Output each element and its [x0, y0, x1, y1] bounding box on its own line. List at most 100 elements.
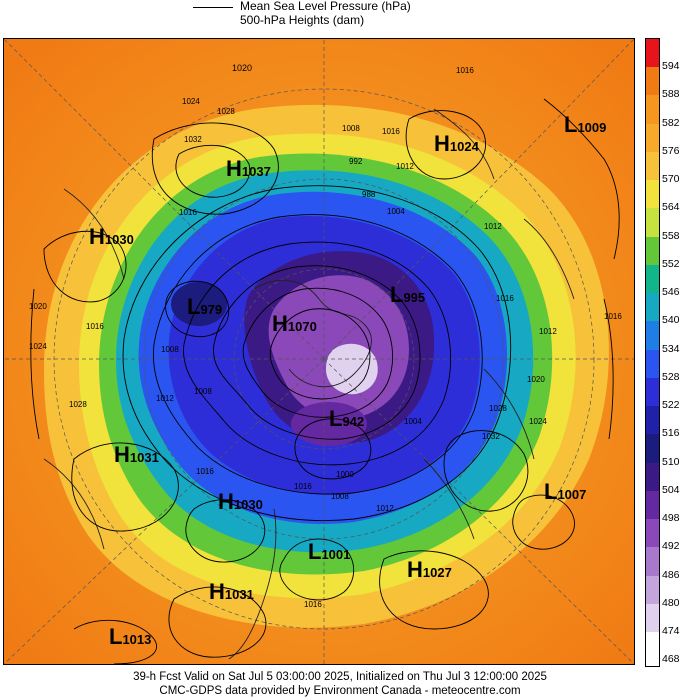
- isobar-label: 1016: [179, 208, 197, 217]
- colorbar-swatch: [646, 490, 659, 520]
- isobar-label: 1024: [529, 417, 547, 426]
- colorbar-tick-label: 588: [662, 88, 680, 101]
- isobar-lines: [30, 98, 620, 664]
- colorbar-swatch: [646, 632, 659, 661]
- isobar-label: 1032: [482, 432, 500, 441]
- colorbar-tick-label: 546: [662, 286, 680, 299]
- colorbar-tick-label: 492: [662, 540, 680, 553]
- isobar-label: 1008: [331, 492, 349, 501]
- isobar-label: 1004: [387, 207, 405, 216]
- high-center: H1031: [114, 442, 159, 467]
- isobar-legend-line: [193, 7, 233, 8]
- low-center: L1001: [308, 539, 351, 564]
- colorbar-swatch: [646, 519, 659, 548]
- legend-mslp-label: Mean Sea Level Pressure (hPa): [240, 0, 411, 13]
- colorbar-tick-label: 540: [662, 314, 680, 327]
- colorbar-swatch: [646, 95, 659, 125]
- colorbar-swatch: [646, 67, 659, 96]
- isobar-label: 1016: [382, 127, 400, 136]
- colorbar-swatch: [646, 39, 659, 68]
- isobar-label: 988: [362, 190, 376, 199]
- height-field-low-2: [291, 402, 367, 446]
- height-field-474: [326, 343, 378, 395]
- isobar-label: 1016: [456, 66, 474, 75]
- isobar-label: 1016: [86, 322, 104, 331]
- isobar-label: 1028: [69, 400, 87, 409]
- height-colorbar: [645, 38, 660, 667]
- colorbar-tick-label: 564: [662, 201, 680, 214]
- low-center: L1007: [544, 479, 587, 504]
- colorbar-swatch: [646, 321, 659, 351]
- low-center: L995: [390, 282, 426, 307]
- colorbar-tick-label: 594: [662, 60, 680, 73]
- high-center: H1027: [407, 557, 452, 582]
- colorbar-swatch: [646, 406, 659, 435]
- high-center: H1037: [226, 156, 271, 181]
- colorbar-tick-label: 582: [662, 116, 680, 129]
- isobar-label: 1000: [336, 470, 354, 479]
- isobar-label: 1020: [232, 63, 252, 73]
- forecast-valid-line: 39-h Fcst Valid on Sat Jul 5 03:00:00 20…: [133, 671, 547, 683]
- data-credit-line: CMC-GDPS data provided by Environment Ca…: [159, 685, 521, 697]
- isobar-label: 1016: [604, 312, 622, 321]
- colorbar-tick-label: 498: [662, 512, 680, 525]
- isobar-label: 1028: [489, 404, 507, 413]
- high-center: H1030: [218, 489, 263, 514]
- colorbar-swatch: [646, 208, 659, 238]
- colorbar-swatch: [646, 180, 659, 209]
- isobar-label: 1020: [29, 302, 47, 311]
- colorbar-tick-label: 528: [662, 370, 680, 383]
- graticule: [4, 39, 634, 664]
- high-center: H1070: [272, 311, 317, 336]
- high-center: H1030: [89, 224, 134, 249]
- colorbar-swatch: [646, 293, 659, 322]
- colorbar-swatch: [646, 123, 659, 153]
- colorbar-swatch: [646, 462, 659, 492]
- colorbar-tick-label: 486: [662, 568, 680, 581]
- isobar-label: 992: [349, 157, 363, 166]
- map-canvas: 1020 1024 1028 1032 1016 1008 1016 1012 …: [4, 39, 634, 664]
- isobar-label: 1012: [376, 504, 394, 513]
- colorbar-swatch: [646, 349, 659, 379]
- colorbar-tick-label: 510: [662, 455, 680, 468]
- low-center: L1009: [564, 112, 607, 137]
- isobar-label: 1024: [182, 97, 200, 106]
- high-center: H1024: [434, 131, 479, 156]
- isobar-label: 1016: [496, 294, 514, 303]
- isobar-label: 1004: [404, 417, 422, 426]
- isobar-label: 1032: [184, 135, 202, 144]
- low-center: L1013: [109, 624, 152, 649]
- isobar-label: 1012: [484, 222, 502, 231]
- colorbar-tick-label: 474: [662, 625, 680, 638]
- colorbar-swatch: [646, 264, 659, 294]
- isobar-label: 1012: [396, 162, 414, 171]
- isobar-label: 1012: [156, 394, 174, 403]
- colorbar-swatch: [646, 603, 659, 633]
- colorbar-swatch: [646, 434, 659, 464]
- colorbar-tick-label: 570: [662, 173, 680, 186]
- colorbar-swatch: [646, 151, 659, 181]
- colorbar-tick-label: 468: [662, 653, 680, 666]
- colorbar-swatch: [646, 575, 659, 605]
- colorbar-tick-label: 576: [662, 144, 680, 157]
- isobar-label: 1012: [539, 327, 557, 336]
- low-center: L979: [187, 294, 223, 319]
- high-center: H1031: [209, 579, 254, 604]
- colorbar-tick-label: 522: [662, 399, 680, 412]
- isobar-label: 1024: [29, 342, 47, 351]
- colorbar-tick-label: 504: [662, 483, 680, 496]
- low-center: L942: [329, 406, 365, 431]
- map-legend: Mean Sea Level Pressure (hPa) 500-hPa He…: [0, 0, 680, 36]
- colorbar-swatch: [646, 377, 659, 407]
- isobar-label: 1020: [527, 375, 545, 384]
- colorbar-swatch: [646, 547, 659, 577]
- colorbar-tick-label: 552: [662, 257, 680, 270]
- weather-map: 1020 1024 1028 1032 1016 1008 1016 1012 …: [3, 38, 635, 665]
- colorbar-tick-label: 516: [662, 427, 680, 440]
- isobar-label: 1016: [196, 467, 214, 476]
- colorbar-swatch: [646, 236, 659, 266]
- legend-height-label: 500-hPa Heights (dam): [240, 13, 365, 27]
- isobar-label: 1028: [217, 107, 235, 116]
- colorbar-tick-label: 480: [662, 596, 680, 609]
- colorbar-tick-label: 534: [662, 342, 680, 355]
